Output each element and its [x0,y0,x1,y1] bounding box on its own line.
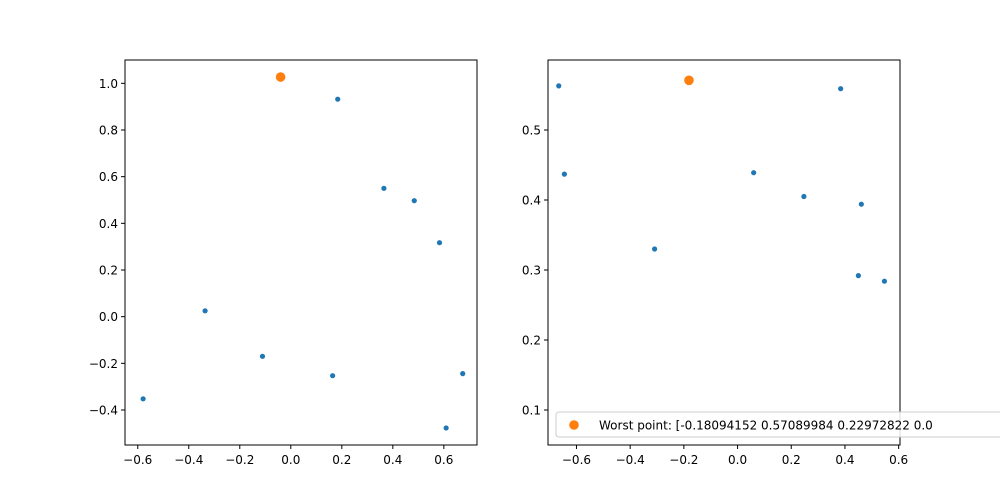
left-scatter-point [443,425,449,431]
left-worst-point-marker [275,72,286,82]
right-y-tick-label: 0.3 [522,264,541,278]
right-y-tick-label: 0.4 [522,194,541,208]
left-y-tick-label: 1.0 [99,77,118,91]
right-x-tick-label: −0.6 [562,453,591,467]
right-x-tick-label: −0.4 [616,453,645,467]
right-scatter-panel: −0.6 −0.4 −0.2 0.0 0.2 0.4 0.6 0.1 0.2 0.3 0.4 0.5… [522,59,1000,467]
left-scatter-point [140,396,146,402]
left-y-tick-label: 0.6 [99,170,118,184]
left-y-tick-label: −0.4 [89,404,118,418]
right-x-axis: −0.6 −0.4 −0.2 0.0 0.2 0.4 0.6 [562,445,908,467]
left-x-tick-label: −0.2 [225,453,254,467]
left-x-tick-label: −0.6 [123,453,152,467]
left-y-axis: −0.4 −0.2 0.0 0.2 0.4 0.6 0.8 1.0 [89,77,125,418]
legend-box [555,411,1000,438]
left-x-tick-label: 0.2 [332,453,351,467]
legend-label-worst-point: Worst point: [-0.18094152 0.57089984 0.2… [599,419,933,433]
left-y-tick-label: 0.0 [99,310,118,324]
right-scatter-point [881,278,888,284]
right-x-tick-label: −0.2 [669,453,698,467]
left-scatter-point [436,240,443,246]
right-y-tick-label: 0.1 [522,404,541,418]
left-scatter-point [460,371,466,377]
right-scatter-point [855,273,861,279]
left-scatter-point [202,308,208,314]
right-x-tick-label: 0.4 [835,453,854,467]
right-worst-point-marker [684,75,694,86]
right-x-tick-label: 0.2 [782,453,801,467]
right-y-axis: 0.1 0.2 0.3 0.4 0.5 [522,124,548,418]
left-scatter-point [381,185,387,191]
left-axes-frame [124,59,478,446]
right-scatter-point [561,171,567,177]
left-x-tick-label: 0.0 [281,453,300,467]
right-scatter-point [751,170,757,176]
right-scatter-points [556,75,888,284]
right-scatter-point [801,193,807,200]
right-y-tick-label: 0.5 [522,124,541,138]
left-x-tick-label: −0.4 [174,453,203,467]
right-scatter-point [858,201,864,207]
right-scatter-point [838,86,844,92]
right-x-tick-label: 0.0 [728,453,747,467]
left-y-tick-label: −0.2 [89,357,118,371]
left-scatter-panel: −0.6 −0.4 −0.2 0.0 0.2 0.4 0.6 −0.4 −0.2 0.0 0.2 0… [89,59,478,467]
left-y-tick-label: 0.8 [99,124,118,138]
left-scatter-points [140,72,466,431]
left-x-tick-label: 0.6 [434,453,453,467]
right-x-tick-label: 0.6 [889,453,908,467]
left-x-tick-label: 0.4 [383,453,402,467]
left-scatter-point [411,198,417,204]
left-y-tick-label: 0.4 [99,217,118,231]
legend-marker-worst-point [569,420,579,430]
legend: Worst point: [-0.18094152 0.57089984 0.2… [555,411,1000,438]
left-scatter-point [335,96,341,102]
left-scatter-point [330,373,336,379]
right-scatter-point [556,83,562,89]
left-y-tick-label: 0.2 [99,264,118,278]
right-axes-frame [547,59,901,446]
right-scatter-point [651,246,658,252]
left-scatter-point [259,353,266,359]
left-x-axis: −0.6 −0.4 −0.2 0.0 0.2 0.4 0.6 [123,445,453,467]
right-y-tick-label: 0.2 [522,334,541,348]
